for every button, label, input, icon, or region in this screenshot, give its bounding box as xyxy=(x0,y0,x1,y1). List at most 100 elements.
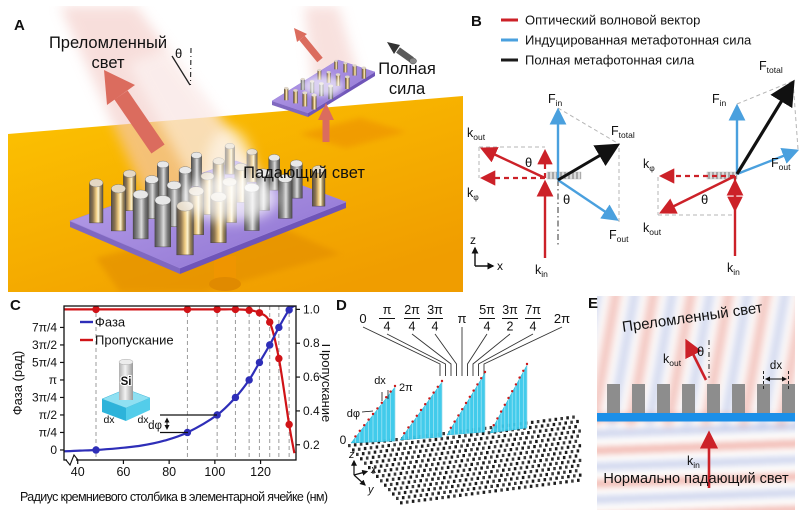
pillar-dot xyxy=(395,467,399,471)
pillar-dot xyxy=(452,465,456,469)
pillar-dot xyxy=(442,432,445,436)
pillar-dot xyxy=(413,494,417,498)
pillar-dot xyxy=(574,439,578,443)
metasurface-cross-section xyxy=(597,384,795,422)
nanopillar xyxy=(278,178,293,219)
phase-label-numerator: 3π xyxy=(502,303,518,317)
pillar-dot xyxy=(381,459,385,463)
pillar-dot xyxy=(505,443,509,447)
pillar-dot xyxy=(377,454,381,459)
dx-annotation: dx xyxy=(763,360,789,389)
pillar-dot xyxy=(391,448,394,452)
axis-break-icon xyxy=(65,453,79,467)
pillar-dot xyxy=(423,468,426,472)
pillar-dot xyxy=(564,421,567,425)
pillar-dot xyxy=(474,437,477,441)
pillar-dot xyxy=(433,487,436,491)
ramp-phase-dot xyxy=(472,389,475,392)
f-total-vector xyxy=(557,143,621,182)
pillar-dot xyxy=(403,476,407,480)
pillar-dot xyxy=(552,422,556,427)
nanopillar xyxy=(344,76,350,89)
pillar-dot xyxy=(482,446,485,450)
pillar-dot xyxy=(565,465,568,469)
pillar-dot xyxy=(436,447,440,451)
panel-d-label: D xyxy=(336,297,347,314)
nanopillar xyxy=(111,188,126,232)
pillar-dot xyxy=(562,426,566,430)
pillar-dot xyxy=(539,473,543,477)
ramp-phase-dot xyxy=(511,390,514,393)
pillar-dot xyxy=(574,469,578,473)
pillar-dot xyxy=(448,460,452,464)
pillar-dot xyxy=(405,456,408,460)
pillar-dot xyxy=(447,480,450,484)
pillar-dot xyxy=(393,443,396,447)
legend-label-induced-force: Индуцированная метафотонная сила xyxy=(525,33,752,48)
ramp-phase-dot xyxy=(499,410,503,413)
pillar-dot xyxy=(429,497,433,501)
pillar-dot xyxy=(387,458,391,462)
pillar-dot xyxy=(521,431,524,435)
pillar-dot xyxy=(508,482,511,486)
chart-point-phase xyxy=(231,393,240,402)
panel-c-label: C xyxy=(10,297,21,314)
pillar-dot xyxy=(440,451,444,456)
ramp-phase-dot xyxy=(385,396,388,399)
pillar-dot xyxy=(387,443,390,448)
pillar-dot xyxy=(562,441,566,445)
right-tick-label: 1.0 xyxy=(303,302,320,316)
pillar-dot xyxy=(576,434,579,438)
pillar-dot xyxy=(409,446,412,450)
pillar-dot xyxy=(523,470,527,474)
pillar-dot xyxy=(502,483,505,487)
pillar-dot xyxy=(428,438,432,442)
nanopillar xyxy=(343,63,348,73)
panel-e-overlay: E kout θ kin dx Преломленный свет Нормал… xyxy=(588,295,795,488)
pillar-dot xyxy=(565,480,568,484)
pillar-dot xyxy=(506,487,509,491)
pillar-dot xyxy=(447,495,450,499)
ramp-phase-dot xyxy=(432,391,435,394)
f-total-vector xyxy=(735,79,795,175)
pillar-dot xyxy=(464,492,468,497)
pillar-dot xyxy=(437,491,440,495)
phase-label-denominator: 4 xyxy=(530,320,537,334)
pillar-dot xyxy=(566,445,570,449)
chart-point-phase xyxy=(255,358,264,367)
pillar-dot xyxy=(540,424,544,428)
ramp-phase-dot xyxy=(453,420,456,423)
pillar-dot xyxy=(359,442,363,446)
pillar-dot xyxy=(500,473,503,477)
pillar-dot xyxy=(501,453,505,458)
metasurface-pillar xyxy=(707,384,720,413)
pillar-dot xyxy=(373,465,377,469)
pillar-dot xyxy=(411,499,415,503)
pillar-dot xyxy=(389,453,393,457)
pillar-dot xyxy=(452,479,456,483)
nanopillar-top xyxy=(343,62,348,65)
pillar-dot xyxy=(367,451,371,455)
pillar-dot xyxy=(431,477,434,481)
nanopillar-top xyxy=(190,151,202,159)
ramp-phase-dot xyxy=(496,417,499,420)
pillar-dot xyxy=(456,469,460,473)
pillar-dot xyxy=(419,479,422,483)
nanopillar-top xyxy=(352,64,357,67)
pillar-dot xyxy=(462,468,466,472)
pillar-dot xyxy=(511,457,515,461)
pillar-dot xyxy=(405,471,409,475)
pillar-dot xyxy=(509,462,513,466)
pillar-dot xyxy=(572,415,575,419)
pillar-dot xyxy=(415,489,419,493)
nanopillar-top xyxy=(302,91,308,95)
pillar-dot xyxy=(486,480,489,484)
pillar-dot xyxy=(519,436,522,441)
ramp-phase-dot xyxy=(457,414,460,417)
pillar-dot xyxy=(399,486,403,490)
chart-point-transmission xyxy=(285,420,293,429)
pillar-dot xyxy=(549,447,552,452)
ramp-phase-dot xyxy=(393,384,397,388)
k-phi-label: kφ xyxy=(643,157,655,173)
pillar-dot xyxy=(478,456,481,461)
